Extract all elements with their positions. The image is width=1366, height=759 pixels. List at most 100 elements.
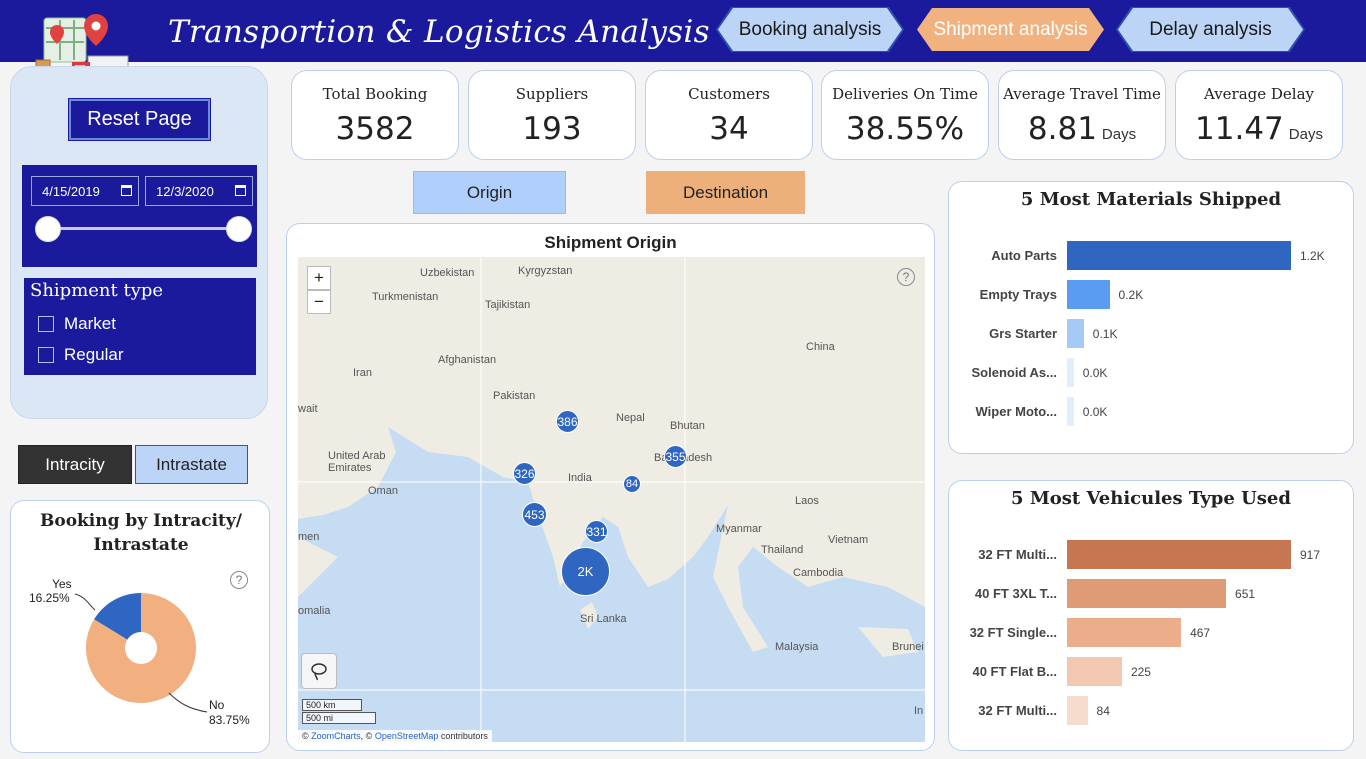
attribution-prefix: © (302, 731, 309, 741)
lasso-icon (311, 663, 327, 681)
map-label-indonesia: In (914, 705, 924, 717)
checkbox[interactable] (38, 316, 54, 332)
vehicle-bar[interactable] (1067, 657, 1122, 686)
map-label-oman: Oman (368, 485, 398, 497)
map-label-uzbekistan: Uzbekistan (420, 267, 475, 279)
nav-booking-analysis-button[interactable]: Booking analysis (718, 8, 902, 51)
help-icon[interactable]: ? (230, 571, 248, 589)
material-bar-value: 0.2K (1118, 288, 1144, 302)
date-slider-start-handle[interactable] (35, 216, 61, 242)
material-bar-value: 0.0K (1082, 366, 1108, 380)
scale-km: 500 km (302, 699, 362, 711)
calendar-icon[interactable] (235, 185, 246, 196)
material-bar-value: 1.2K (1300, 249, 1325, 263)
donut-no-value: 83.75% (209, 713, 250, 727)
material-bar-label: Wiper Moto... (975, 404, 1058, 419)
map-label-china: China (806, 341, 835, 353)
vehicle-bar-label: 32 FT Single... (969, 625, 1057, 640)
donut-title-line1: Booking by Intracity/ (39, 511, 243, 531)
kpi-value: 11.47 (1195, 111, 1284, 147)
material-bar[interactable] (1067, 241, 1291, 270)
map-help-icon[interactable]: ? (897, 268, 915, 286)
material-bar-label: Grs Starter (989, 326, 1057, 341)
map-canvas[interactable]: Uzbekistan Kyrgyzstan Turkmenistan Tajik… (298, 257, 925, 742)
openstreetmap-link[interactable]: OpenStreetMap (374, 731, 439, 741)
material-bar-label: Empty Trays (979, 287, 1057, 302)
vehicle-bar-value: 84 (1096, 704, 1110, 718)
zoom-in-button[interactable]: + (307, 266, 331, 290)
vehicle-bar-value: 917 (1300, 548, 1321, 562)
zoomcharts-link[interactable]: ZoomCharts (311, 731, 361, 741)
start-date-input[interactable]: 4/15/2019 (31, 176, 139, 206)
map-cluster-355[interactable]: 355 (664, 445, 687, 468)
intrastate-toggle-button[interactable]: Intrastate (135, 445, 248, 484)
kpi-customers: Customers 34 (645, 70, 813, 160)
donut-title: Booking by Intracity/ Intrastate (11, 509, 271, 557)
vehicle-bar[interactable] (1067, 579, 1227, 608)
vehicle-bar-label: 32 FT Multi... (978, 703, 1057, 718)
shipment-origin-map-card: Shipment Origin Uzbekistan Kyrgyzstan Tu… (286, 223, 935, 751)
map-cluster-453[interactable]: 453 (522, 502, 547, 527)
map-attribution: © ZoomCharts, © OpenStreetMap contributo… (298, 730, 492, 742)
kpi-total-booking: Total Booking 3582 (291, 70, 459, 160)
vehicle-bar-label: 40 FT Flat B... (972, 664, 1057, 679)
donut-slice-yes[interactable] (94, 593, 141, 648)
material-bar-value: 0.1K (1092, 327, 1118, 341)
destination-button[interactable]: Destination (646, 171, 805, 214)
kpi-value: 34 (709, 111, 749, 147)
donut-no-label: No (209, 698, 225, 712)
kpi-label: Total Booking (322, 85, 428, 103)
yes-leader-line (74, 593, 96, 611)
map-label-bhutan: Bhutan (670, 420, 705, 432)
attribution-suffix: contributors (440, 731, 488, 741)
map-cluster-386[interactable]: 386 (556, 410, 579, 433)
map-label-kuwait: wait (298, 403, 318, 415)
origin-button[interactable]: Origin (413, 171, 566, 214)
map-cluster-2k[interactable]: 2K (561, 547, 610, 596)
material-bar[interactable] (1067, 280, 1110, 309)
option-label: Market (64, 314, 116, 333)
material-bar-label: Auto Parts (991, 248, 1057, 263)
kpi-average-delay: Average Delay 11.47 Days (1175, 70, 1343, 160)
checkbox[interactable] (38, 347, 54, 363)
kpi-unit: Days (1288, 126, 1323, 143)
map-cluster-331[interactable]: 331 (585, 520, 608, 543)
date-slider-track[interactable] (47, 227, 239, 230)
calendar-icon[interactable] (121, 185, 132, 196)
end-date-value: 12/3/2020 (156, 184, 214, 199)
material-bar[interactable] (1067, 358, 1074, 387)
nav-delay-analysis-button[interactable]: Delay analysis (1118, 8, 1303, 51)
map-label-myanmar: Myanmar (716, 523, 762, 535)
zoom-out-button[interactable]: − (307, 290, 331, 314)
kpi-value: 8.81 (1027, 111, 1097, 147)
kpi-label: Suppliers (515, 85, 589, 103)
no-leader-line (168, 692, 208, 713)
kpi-deliveries-on-time: Deliveries On Time 38.55% (821, 70, 989, 160)
intracity-toggle-button[interactable]: Intracity (18, 445, 132, 484)
nav-shipment-analysis-button[interactable]: Shipment analysis (917, 8, 1104, 51)
map-label-nepal: Nepal (616, 412, 645, 424)
lasso-select-button[interactable] (301, 653, 337, 689)
end-date-input[interactable]: 12/3/2020 (145, 176, 253, 206)
kpi-value: 3582 (335, 111, 415, 147)
page-title: Transportion & Logistics Analysis (168, 14, 710, 50)
start-date-value: 4/15/2019 (42, 184, 100, 199)
vehicle-bar[interactable] (1067, 618, 1182, 647)
map-cluster-326[interactable]: 326 (513, 462, 536, 485)
shipment-type-option-regular[interactable]: Regular (38, 345, 124, 365)
date-range-slicer: 4/15/2019 12/3/2020 (22, 165, 257, 267)
vehicle-bar[interactable] (1067, 696, 1088, 725)
map-cluster-84[interactable]: 84 (623, 475, 641, 493)
vehicle-bar[interactable] (1067, 540, 1291, 569)
shipment-type-option-market[interactable]: Market (38, 314, 116, 334)
shipment-type-title: Shipment type (30, 280, 164, 301)
materials-title: 5 Most Materials Shipped (1020, 189, 1282, 210)
reset-page-button[interactable]: Reset Page (68, 98, 211, 141)
kpi-suppliers: Suppliers 193 (468, 70, 636, 160)
donut-yes-value: 16.25% (29, 591, 70, 605)
date-slider-end-handle[interactable] (226, 216, 252, 242)
map-label-pakistan: Pakistan (493, 390, 536, 402)
map-label-somalia: omalia (298, 605, 331, 617)
material-bar[interactable] (1067, 397, 1074, 426)
material-bar[interactable] (1067, 319, 1084, 348)
